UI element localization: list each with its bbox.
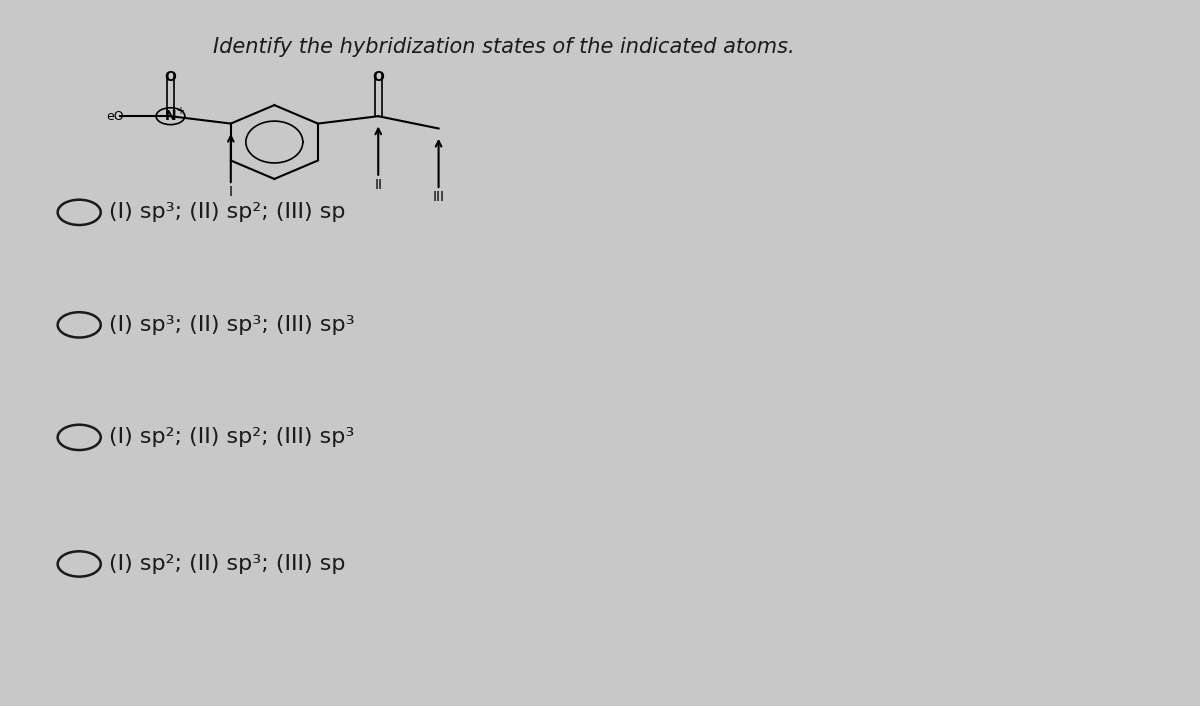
Text: (I) sp³; (II) sp³; (III) sp³: (I) sp³; (II) sp³; (III) sp³ [109, 315, 355, 335]
Text: III: III [432, 190, 444, 204]
Text: O: O [372, 70, 384, 84]
Text: I: I [229, 185, 233, 199]
Text: Identify the hybridization states of the indicated atoms.: Identify the hybridization states of the… [214, 37, 796, 56]
Text: (I) sp²; (II) sp³; (III) sp: (I) sp²; (II) sp³; (III) sp [109, 554, 346, 574]
Text: II: II [374, 178, 383, 192]
Text: (I) sp²; (II) sp²; (III) sp³: (I) sp²; (II) sp²; (III) sp³ [109, 427, 354, 448]
Text: (I) sp³; (II) sp²; (III) sp: (I) sp³; (II) sp²; (III) sp [109, 203, 346, 222]
Text: N: N [164, 109, 176, 123]
Text: +: + [176, 106, 184, 116]
Text: eO−: eO− [106, 109, 134, 123]
Text: O: O [164, 70, 176, 84]
